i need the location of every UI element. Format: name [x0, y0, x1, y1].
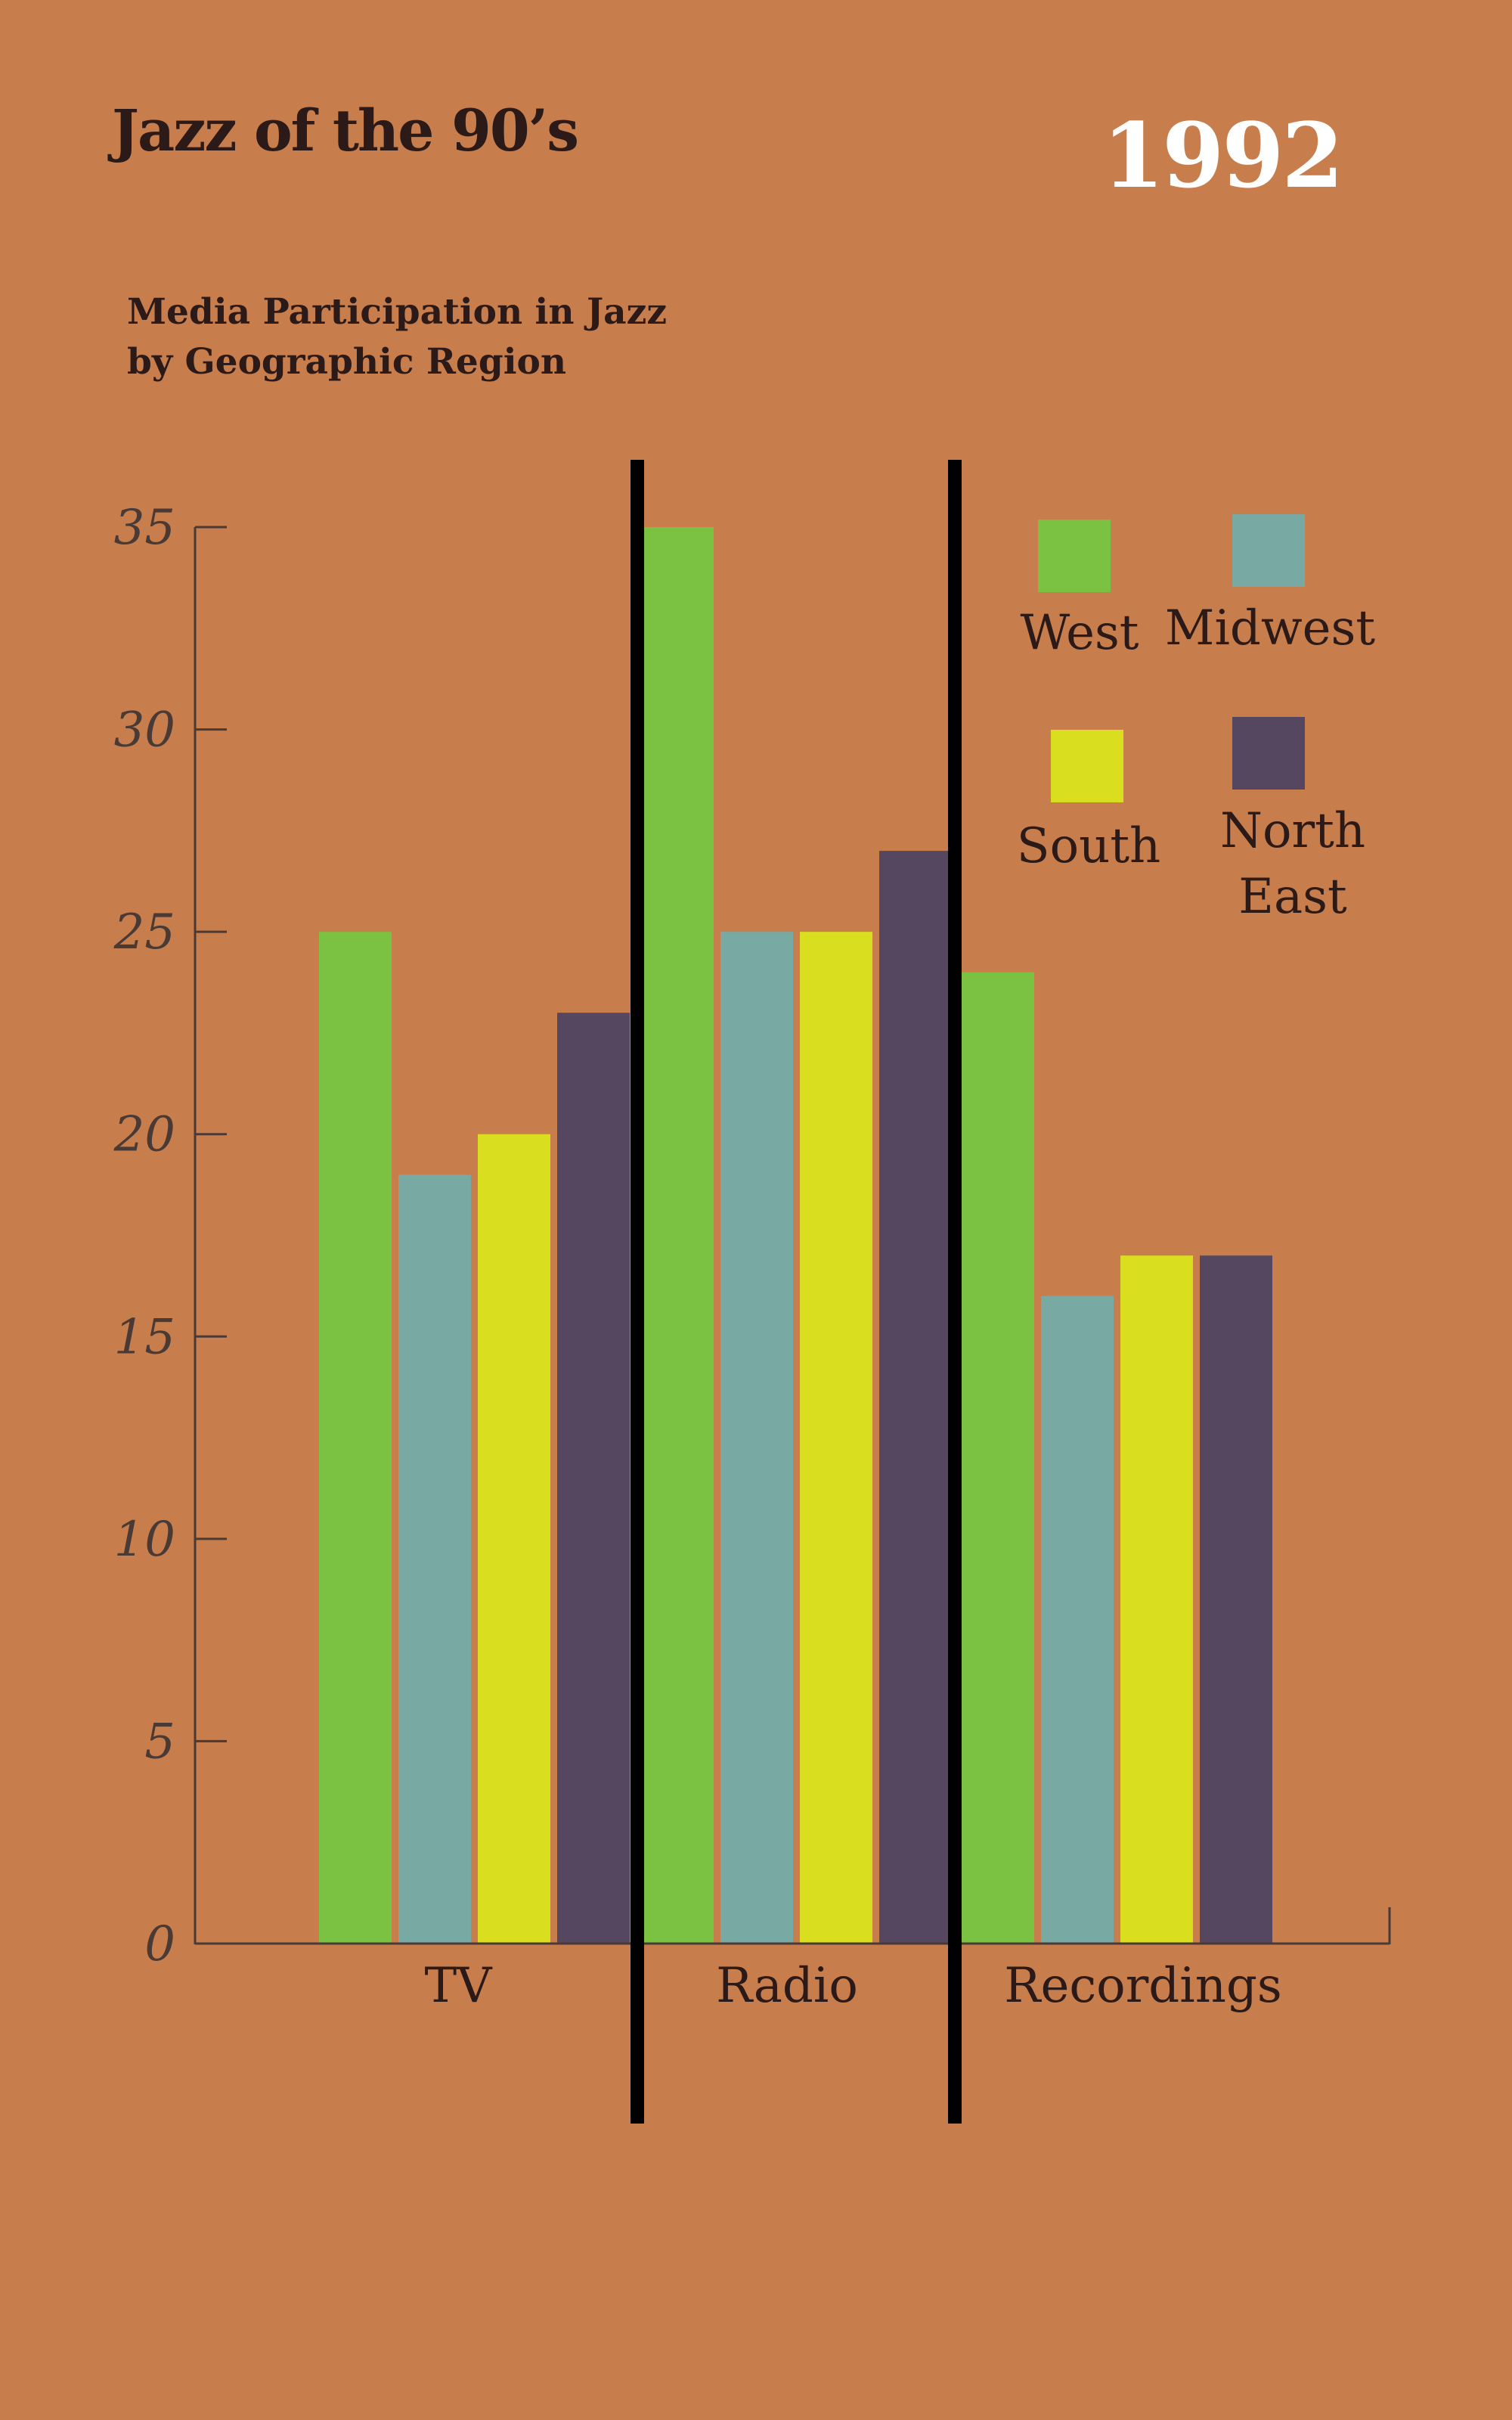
legend-label: Midwest — [1165, 600, 1375, 656]
y-tick-label: 5 — [144, 1714, 175, 1770]
legend-swatch — [1051, 730, 1123, 802]
bar — [1120, 1255, 1193, 1944]
legend-label: North East — [1220, 803, 1365, 925]
bar — [720, 932, 793, 1944]
y-tick-label: 0 — [144, 1916, 175, 1972]
bar — [1041, 1295, 1114, 1944]
chart-title: Jazz of the 90’s — [112, 97, 579, 164]
legend-label: West — [1021, 605, 1139, 661]
bar — [398, 1174, 471, 1944]
legend-swatch — [1038, 520, 1111, 592]
bar — [478, 1134, 550, 1944]
legend-label: South — [1017, 818, 1161, 874]
bar — [962, 972, 1034, 1944]
category-divider — [631, 460, 644, 2124]
category-divider — [948, 460, 962, 2124]
chart-subtitle: Media Participation in Jazz by Geographi… — [127, 291, 668, 383]
legend-swatch — [1232, 717, 1305, 790]
y-tick-label: 30 — [114, 703, 175, 759]
bar — [319, 932, 392, 1944]
legend-label-line: North — [1220, 803, 1365, 859]
bar — [1200, 1255, 1272, 1944]
legend-swatch — [1232, 514, 1305, 587]
y-tick-label: 15 — [114, 1309, 175, 1365]
y-tick-label: 10 — [114, 1512, 175, 1568]
bar — [557, 1013, 630, 1944]
bar — [800, 932, 872, 1944]
bar — [879, 851, 952, 1944]
legend-label-line: East — [1238, 869, 1347, 925]
bar — [641, 527, 714, 1944]
x-category-label: Radio — [716, 1958, 858, 2014]
year-label: 1992 — [1102, 103, 1343, 208]
x-category-label: TV — [425, 1958, 494, 2014]
y-tick-label: 35 — [114, 500, 175, 556]
x-category-label: Recordings — [1004, 1958, 1282, 2014]
y-tick-label: 20 — [113, 1107, 175, 1163]
y-tick-label: 25 — [113, 904, 175, 960]
